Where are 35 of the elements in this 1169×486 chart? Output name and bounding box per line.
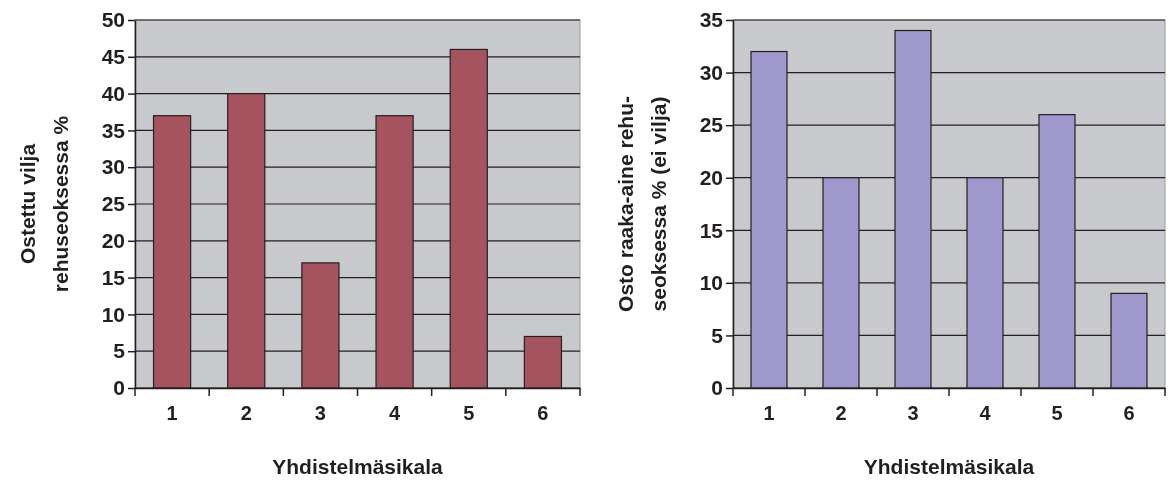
x-tick-label: 4 xyxy=(979,402,992,425)
y-axis-title: Ostettu vilja rehuseoksessa % xyxy=(16,115,72,293)
y-tick-label: 15 xyxy=(699,218,724,242)
y-tick-label: 40 xyxy=(101,81,125,105)
y-tick-label: 25 xyxy=(101,192,126,216)
y-tick-label: 5 xyxy=(113,339,126,363)
x-tick-label: 1 xyxy=(763,402,775,425)
x-tick-label: 3 xyxy=(907,402,919,425)
y-tick-label: 30 xyxy=(101,155,125,179)
y-tick-label: 10 xyxy=(699,271,723,295)
y-tick-label: 15 xyxy=(101,265,126,289)
x-axis-title: Yhdistelmäsikala xyxy=(272,455,444,478)
y-tick-label: 5 xyxy=(711,323,724,347)
x-tick-label: 3 xyxy=(314,402,326,425)
x-tick-label: 2 xyxy=(835,402,847,425)
x-tick-label: 5 xyxy=(1051,402,1063,425)
x-axis-title: Yhdistelmäsikala xyxy=(863,455,1035,478)
x-tick-label: 2 xyxy=(240,402,252,425)
y-tick-label: 45 xyxy=(101,45,126,69)
x-tick-label: 4 xyxy=(389,402,402,425)
x-tick-label: 5 xyxy=(463,402,475,425)
y-axis-title: Osto raaka-aine rehu- seoksessa % (ei vilja) xyxy=(614,96,670,312)
y-tick-label: 10 xyxy=(101,302,125,326)
y-tick-label: 50 xyxy=(101,8,125,32)
y-tick-label: 0 xyxy=(711,376,723,400)
y-tick-label: 30 xyxy=(699,60,723,84)
y-tick-label: 25 xyxy=(699,113,724,137)
x-tick-label: 6 xyxy=(537,402,549,425)
x-tick-label: 1 xyxy=(166,402,178,425)
y-tick-label: 20 xyxy=(101,229,125,253)
y-tick-label: 35 xyxy=(699,8,724,32)
y-tick-label: 0 xyxy=(113,376,125,400)
y-tick-label: 20 xyxy=(699,165,723,189)
x-tick-label: 6 xyxy=(1123,402,1135,425)
y-tick-label: 35 xyxy=(101,118,126,142)
